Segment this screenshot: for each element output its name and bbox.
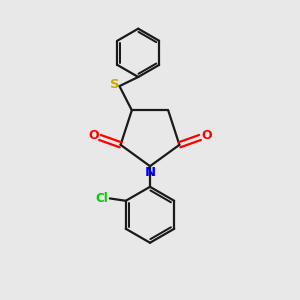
Text: O: O (88, 130, 99, 142)
Text: S: S (110, 78, 119, 91)
Text: Cl: Cl (96, 192, 109, 205)
Text: N: N (144, 166, 156, 179)
Text: O: O (201, 130, 212, 142)
